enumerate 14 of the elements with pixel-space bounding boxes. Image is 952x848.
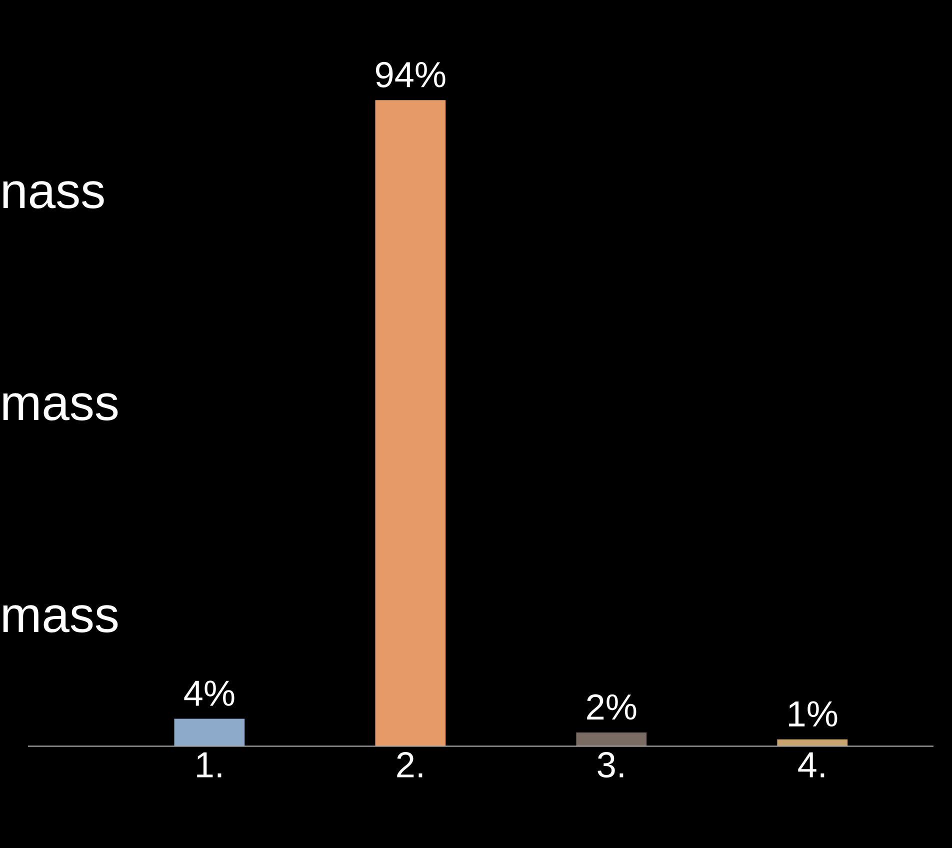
bar [174, 718, 245, 746]
annotation: mass [3, 605, 118, 632]
bar [576, 732, 647, 746]
x-tick-label: 1. [197, 752, 222, 778]
data-label: 1% [789, 701, 838, 727]
data-label: 4% [184, 680, 234, 706]
annotation: mass [3, 393, 118, 420]
bar [375, 100, 446, 746]
data-label: 94% [376, 62, 446, 88]
x-tick-label: 3. [598, 752, 624, 778]
annotation: nass [3, 181, 104, 208]
x-tick-label: 4. [798, 752, 824, 778]
data-label: 2% [587, 694, 636, 720]
x-tick-label: 2. [397, 752, 422, 778]
